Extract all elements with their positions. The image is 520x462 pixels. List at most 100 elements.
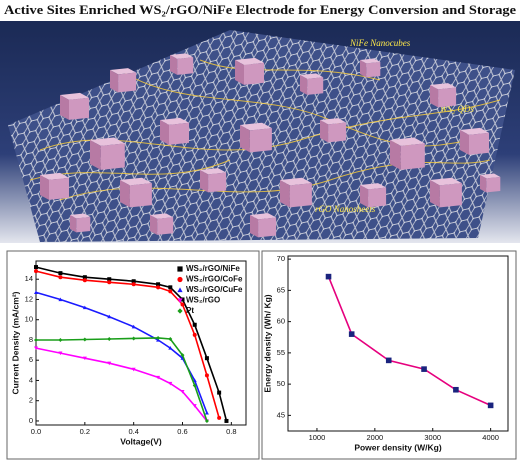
nanocube-top — [60, 92, 89, 100]
data-point — [131, 279, 136, 284]
legend-marker — [177, 287, 183, 293]
data-point — [217, 415, 222, 420]
nanocube-side — [469, 132, 489, 155]
nanocube-side — [366, 61, 381, 78]
data-point — [204, 356, 209, 361]
nanocube-front — [235, 60, 244, 85]
nanocube-front — [110, 70, 119, 93]
series-line — [327, 276, 491, 407]
data-point — [82, 356, 87, 361]
y-tick-label: 50 — [277, 379, 285, 388]
nanocube-side — [486, 176, 501, 193]
nanocube-front — [240, 125, 250, 153]
legend-marker — [177, 276, 183, 283]
nanocube-top — [480, 173, 501, 179]
x-tick-label: 0.4 — [128, 427, 138, 436]
nanocube-front — [360, 60, 367, 78]
series-line — [35, 347, 208, 422]
data-point — [34, 290, 38, 294]
nanocube-front — [390, 140, 401, 170]
nanocube-top — [170, 53, 194, 59]
data-point — [58, 271, 63, 276]
nanocube-front — [300, 75, 308, 95]
data-point — [385, 357, 392, 364]
plot-frame — [35, 260, 247, 426]
series-line — [35, 266, 228, 422]
data-point — [34, 346, 38, 351]
x-tick-label: 0.2 — [80, 427, 90, 436]
nanocube-front — [200, 170, 209, 193]
data-point — [204, 373, 209, 378]
x-tick-label: 0.6 — [177, 427, 187, 436]
data-point — [168, 289, 173, 294]
data-point — [180, 297, 185, 302]
data-point — [168, 346, 173, 350]
nanocube-top — [235, 57, 264, 65]
nanocube-front — [60, 95, 69, 120]
nanocube-side — [177, 57, 194, 75]
nanocube-side — [328, 122, 347, 143]
data-point — [348, 331, 355, 337]
data-point — [131, 324, 136, 329]
data-point — [180, 302, 185, 307]
nanocube-top — [300, 73, 324, 79]
data-point — [82, 305, 87, 310]
nanocube-side — [307, 77, 324, 95]
data-point — [217, 390, 222, 395]
data-point — [156, 285, 161, 290]
nanocube-side — [69, 97, 89, 120]
data-point — [192, 404, 197, 408]
nanocube-front — [120, 180, 130, 208]
data-point — [168, 336, 173, 341]
y-tick-label: 4 — [29, 375, 33, 384]
nanocube-top — [360, 58, 381, 64]
nanocube-side — [249, 128, 272, 153]
data-point — [204, 410, 209, 415]
data-point — [204, 418, 209, 423]
nanocube-side — [244, 62, 264, 85]
data-point — [156, 335, 161, 340]
data-point — [107, 336, 112, 341]
nanocube-side — [368, 187, 387, 208]
legend-label: WS₂/rGO — [186, 296, 220, 305]
x-tick-label: 2000 — [366, 433, 383, 442]
data-point — [58, 275, 63, 280]
legend-label: WS₂/rGO/CoFe — [186, 275, 243, 284]
data-point — [58, 297, 63, 302]
data-point — [34, 269, 38, 274]
nanocube-front — [40, 175, 49, 200]
data-point — [34, 265, 38, 270]
nanocube-side — [100, 143, 125, 170]
y-tick-label: 60 — [277, 317, 285, 326]
nanocube-top — [430, 177, 462, 186]
data-point — [107, 361, 112, 366]
nanocube-top — [430, 83, 457, 90]
nanocube-top — [40, 172, 69, 180]
nanocube-front — [170, 55, 178, 75]
data-point — [453, 386, 459, 393]
nanocube-front — [280, 180, 290, 208]
legend-label: WS₂/rGO/CuFe — [186, 285, 243, 294]
data-point — [156, 282, 161, 287]
data-point — [156, 375, 161, 380]
nanocube-top — [90, 137, 125, 146]
nanocube-side — [289, 183, 312, 208]
plot-frame — [287, 255, 509, 432]
nanocube-side — [129, 183, 152, 208]
data-point — [131, 282, 136, 287]
data-point — [82, 278, 87, 283]
nanocube-front — [90, 140, 101, 170]
y-tick-label: 65 — [277, 285, 285, 294]
nanocube-top — [360, 183, 387, 190]
nanocube-side — [208, 172, 227, 193]
data-point — [325, 273, 332, 280]
data-point — [180, 353, 185, 358]
nanocube-side — [258, 217, 277, 238]
nanocube-top — [390, 137, 425, 146]
x-tick-label: 0.0 — [31, 427, 41, 436]
nanocube-top — [160, 117, 189, 125]
illustration-label: rGO Nanosheets — [315, 204, 376, 214]
y-axis-label: Energy density (Wh/ Kg) — [262, 294, 272, 392]
nanocube-side — [157, 217, 174, 235]
